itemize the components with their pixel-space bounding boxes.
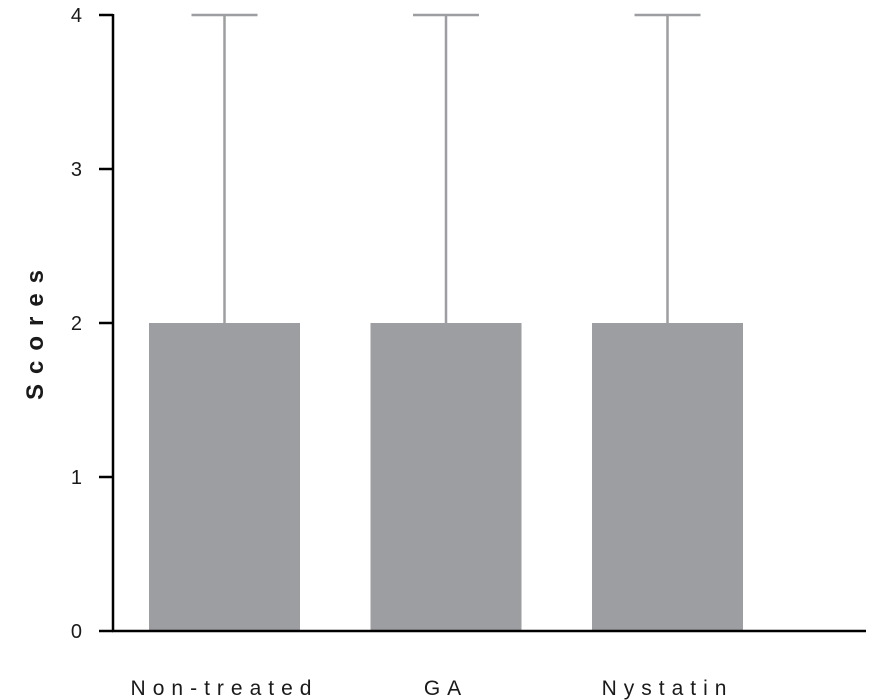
y-tick-label: 1 <box>71 467 82 489</box>
y-tick-label: 0 <box>71 621 82 643</box>
y-tick-label: 4 <box>71 5 82 27</box>
x-category-label: Non-treated <box>131 677 319 700</box>
x-category-label: GA <box>424 677 468 700</box>
y-ticks: 0 1 2 3 4 <box>71 5 113 643</box>
y-axis-title: Scores <box>22 260 49 400</box>
error-bars <box>191 13 701 323</box>
x-category-label: Nystatin <box>602 677 734 700</box>
bar-nystatin <box>592 323 743 631</box>
bar-non-treated <box>149 323 300 631</box>
bars <box>149 323 743 631</box>
x-tick-labels: Non-treated GA Nystatin <box>131 677 734 700</box>
y-tick-label: 3 <box>71 159 82 181</box>
y-tick-label: 2 <box>71 313 82 335</box>
bar-ga <box>370 323 522 631</box>
